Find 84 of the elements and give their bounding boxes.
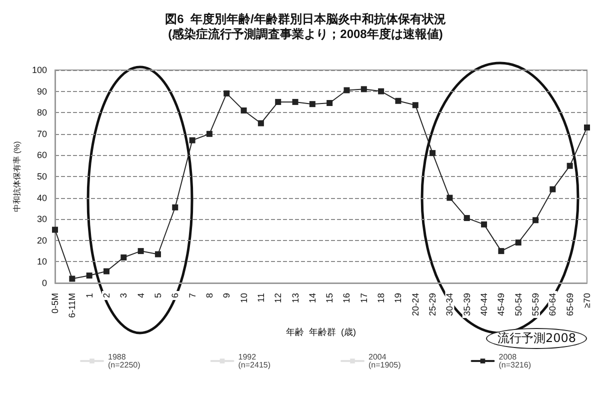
point [52,226,58,233]
legend-label: 1992 (n=2415) [238,352,271,370]
x-tick-label: 5 [152,293,163,298]
point [498,248,504,254]
x-tick-label: 13 [290,293,300,304]
x-tick-label: 19 [393,293,404,304]
x-tick-label: 35-39 [462,293,472,316]
x-tick-label: 1 [84,293,94,298]
point [103,268,110,274]
point [172,204,178,210]
x-tick-label: 20-24 [410,293,420,316]
x-tick-label: 16 [342,293,352,304]
point [344,87,350,94]
point [430,150,436,156]
point [120,254,127,260]
x-tick-label: 4 [136,293,146,298]
y-tick-label: 30 [36,214,47,224]
point [395,98,402,104]
x-tick-label: 45-49 [496,293,506,316]
x-tick-label: 6 [170,293,180,298]
point [224,90,230,96]
x-tick-label: 25-29 [428,293,438,316]
x-tick-label: 10 [238,293,249,304]
point [464,215,470,222]
x-tick-label: 60-64 [548,293,558,316]
x-tick-label: 65-69 [564,293,575,316]
y-axis-title: 中和抗体保有率 (%) [12,140,22,212]
x-tick-label: 55-59 [530,293,541,316]
point [481,221,488,228]
y-tick-label: 0 [42,278,47,288]
point [532,217,539,224]
point [240,107,247,114]
x-tick-label: 7 [187,293,198,298]
point [138,248,144,254]
point [412,102,418,108]
x-tick-label: 12 [273,293,284,304]
y-tick-label: 70 [36,128,47,139]
y-tick-label: 20 [36,235,47,246]
point [292,98,298,105]
point [566,162,573,169]
y-tick-label: 40 [36,192,47,203]
point [584,124,590,131]
point [515,240,522,246]
y-tick-label: 10 [36,256,47,267]
x-axis-title: 年齢 年齢群 (歳) [286,327,356,338]
point [309,101,316,108]
y-tick-label: 50 [36,172,47,182]
x-tick-label: 30-34 [444,293,455,316]
point [69,276,76,282]
x-tick-label: 6-11M [67,293,78,318]
x-tick-label: 2 [101,293,112,298]
point [258,120,264,126]
point [189,137,196,144]
legend-label: 1988 (n=2250) [108,352,141,370]
y-tick-label: 60 [36,150,47,160]
x-tick-label: 14 [307,293,318,304]
x-tick-label: 8 [204,293,214,298]
point [550,186,556,192]
x-tick-label: 15 [324,293,335,304]
point [378,88,384,94]
x-tick-label: 17 [358,293,369,304]
x-tick-label: 3 [118,293,129,298]
x-tick-label: 50-54 [513,293,524,316]
x-tick-label: 18 [376,293,386,304]
legend-label: 2008 (n=3216) [498,352,532,370]
y-tick-label: 80 [36,108,47,118]
y-tick-label: 90 [36,86,47,96]
point [446,194,453,201]
point [86,272,92,279]
chart-title: 図6 年度別年齢/年齢群別日本脳炎中和抗体保有状況 [165,12,446,26]
point [360,86,367,92]
x-tick-label: 40-44 [479,293,490,316]
chart-subtitle: (感染症流行予測調査事業より；2008年度は速報値) [168,27,443,41]
point [326,100,333,106]
point [275,98,282,105]
x-tick-label: ≥70 [582,293,592,308]
point [154,251,161,258]
x-tick-label: 9 [222,293,232,298]
text: 流行予測2008 [486,328,587,349]
point [206,130,212,137]
x-tick-label: 0-5M [50,293,60,314]
legend-label: 2004 (n=1905) [368,352,402,370]
x-tick-label: 11 [256,293,266,302]
y-tick-label: 100 [32,65,47,75]
